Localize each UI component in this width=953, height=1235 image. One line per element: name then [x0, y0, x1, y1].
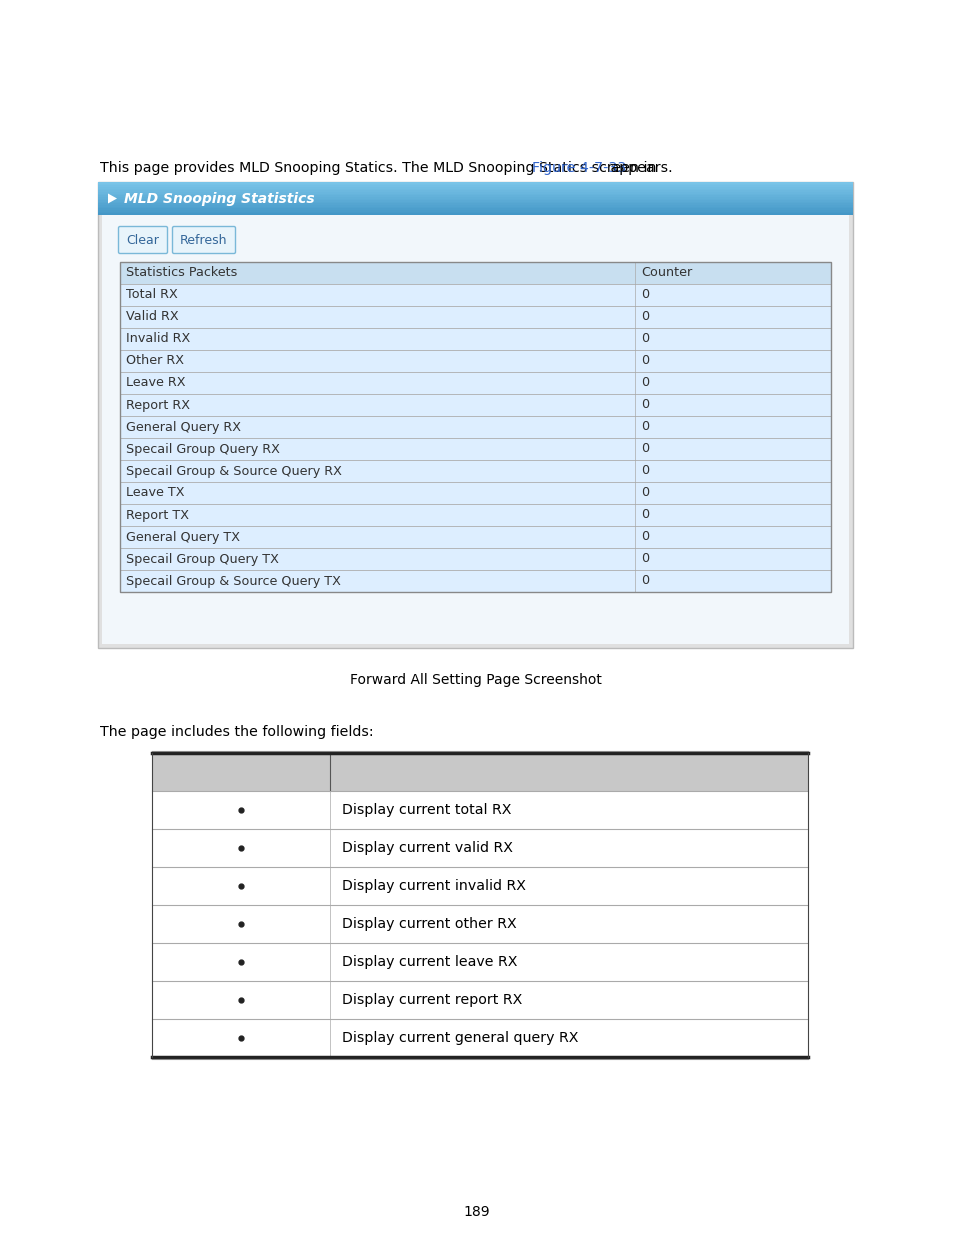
Bar	[120, 459, 830, 482]
Text: 189: 189	[463, 1205, 490, 1219]
Text: Specail Group Query RX: Specail Group Query RX	[126, 442, 279, 456]
Bar	[120, 262, 830, 592]
Bar	[102, 215, 848, 643]
Bar	[98, 190, 852, 191]
Text: Specail Group & Source Query RX: Specail Group & Source Query RX	[126, 464, 341, 478]
Bar	[98, 200, 852, 201]
Text: Leave RX: Leave RX	[126, 377, 185, 389]
Text: 0: 0	[640, 442, 649, 456]
Bar	[98, 186, 852, 189]
Bar	[120, 329, 830, 350]
Bar	[98, 194, 852, 195]
Bar	[120, 571, 830, 592]
Text: General Query TX: General Query TX	[126, 531, 240, 543]
Text: Display current other RX: Display current other RX	[342, 918, 517, 931]
Bar	[120, 482, 830, 504]
Text: Display current leave RX: Display current leave RX	[342, 955, 517, 969]
Text: 0: 0	[640, 509, 649, 521]
Bar	[98, 195, 852, 196]
Bar	[120, 416, 830, 438]
Text: Display current general query RX: Display current general query RX	[342, 1031, 578, 1045]
Text: 0: 0	[640, 377, 649, 389]
Bar	[120, 372, 830, 394]
Bar	[98, 214, 852, 215]
Text: 0: 0	[640, 289, 649, 301]
Text: Clear: Clear	[127, 233, 159, 247]
Bar	[98, 210, 852, 211]
Text: The page includes the following fields:: The page includes the following fields:	[100, 725, 374, 739]
Text: 0: 0	[640, 487, 649, 499]
Text: 0: 0	[640, 464, 649, 478]
Text: Specail Group Query TX: Specail Group Query TX	[126, 552, 278, 566]
Text: This page provides MLD Snooping Statics. The MLD Snooping Statics screen in: This page provides MLD Snooping Statics.…	[100, 161, 660, 175]
Bar	[98, 185, 852, 186]
Bar	[98, 184, 852, 185]
Bar	[98, 209, 852, 210]
Bar	[120, 262, 830, 284]
Text: Other RX: Other RX	[126, 354, 184, 368]
Text: 0: 0	[640, 420, 649, 433]
Bar	[98, 199, 852, 200]
Text: Invalid RX: Invalid RX	[126, 332, 190, 346]
Bar	[98, 196, 852, 199]
Text: 0: 0	[640, 310, 649, 324]
Text: appears.: appears.	[605, 161, 672, 175]
Text: General Query RX: General Query RX	[126, 420, 241, 433]
Bar	[98, 211, 852, 214]
Bar	[120, 548, 830, 571]
Bar	[98, 206, 852, 209]
Text: Display current report RX: Display current report RX	[342, 993, 522, 1007]
Bar	[98, 204, 852, 205]
Text: 0: 0	[640, 354, 649, 368]
Text: Specail Group & Source Query TX: Specail Group & Source Query TX	[126, 574, 340, 588]
Text: Figure 4-7-33: Figure 4-7-33	[531, 161, 625, 175]
Text: Report TX: Report TX	[126, 509, 189, 521]
Text: Display current valid RX: Display current valid RX	[342, 841, 513, 855]
Text: Display current invalid RX: Display current invalid RX	[342, 879, 526, 893]
Text: Total RX: Total RX	[126, 289, 177, 301]
FancyBboxPatch shape	[118, 226, 168, 253]
Bar	[98, 182, 852, 184]
FancyBboxPatch shape	[172, 226, 235, 253]
Bar	[98, 201, 852, 204]
Text: Display current total RX: Display current total RX	[342, 803, 511, 818]
Text: 0: 0	[640, 552, 649, 566]
Text: Leave TX: Leave TX	[126, 487, 184, 499]
Bar	[120, 306, 830, 329]
Text: 0: 0	[640, 574, 649, 588]
Text: Valid RX: Valid RX	[126, 310, 178, 324]
Bar	[98, 205, 852, 206]
Text: 0: 0	[640, 399, 649, 411]
Bar	[98, 189, 852, 190]
Text: Counter: Counter	[640, 267, 692, 279]
Text: Forward All Setting Page Screenshot: Forward All Setting Page Screenshot	[349, 673, 600, 687]
Polygon shape	[108, 194, 117, 204]
Text: Refresh: Refresh	[180, 233, 228, 247]
Bar	[120, 394, 830, 416]
Bar	[98, 191, 852, 194]
Text: 0: 0	[640, 531, 649, 543]
Bar	[98, 182, 852, 648]
Bar	[120, 504, 830, 526]
Text: 0: 0	[640, 332, 649, 346]
Bar	[120, 350, 830, 372]
Text: Statistics Packets: Statistics Packets	[126, 267, 237, 279]
Bar	[120, 284, 830, 306]
Bar	[120, 438, 830, 459]
Text: Report RX: Report RX	[126, 399, 190, 411]
Bar	[120, 526, 830, 548]
Text: MLD Snooping Statistics: MLD Snooping Statistics	[124, 191, 314, 205]
Bar	[152, 753, 807, 790]
